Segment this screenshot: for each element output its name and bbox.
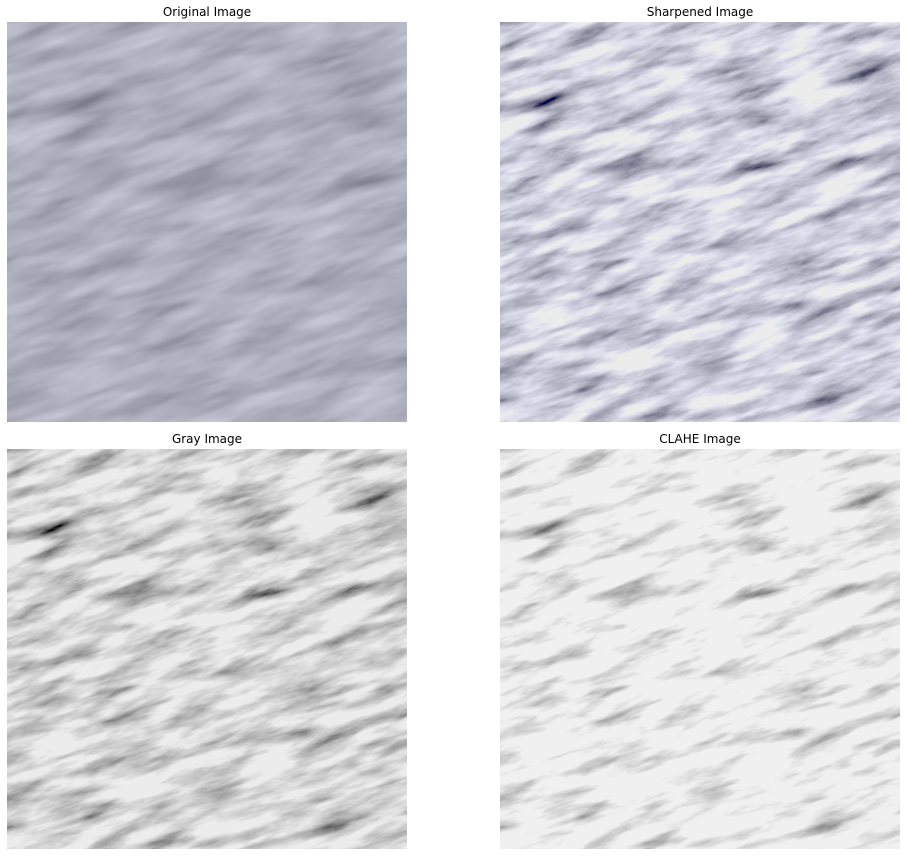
panel-title-gray: Gray Image (171, 432, 243, 446)
panel-title-sharpened: Sharpened Image (646, 5, 754, 19)
panel-title-clahe: CLAHE Image (659, 432, 741, 446)
image-original (7, 22, 407, 422)
image-gray (7, 449, 407, 849)
panel-title-original: Original Image (162, 5, 252, 19)
image-clahe (500, 449, 900, 849)
image-sharpened (500, 22, 900, 422)
